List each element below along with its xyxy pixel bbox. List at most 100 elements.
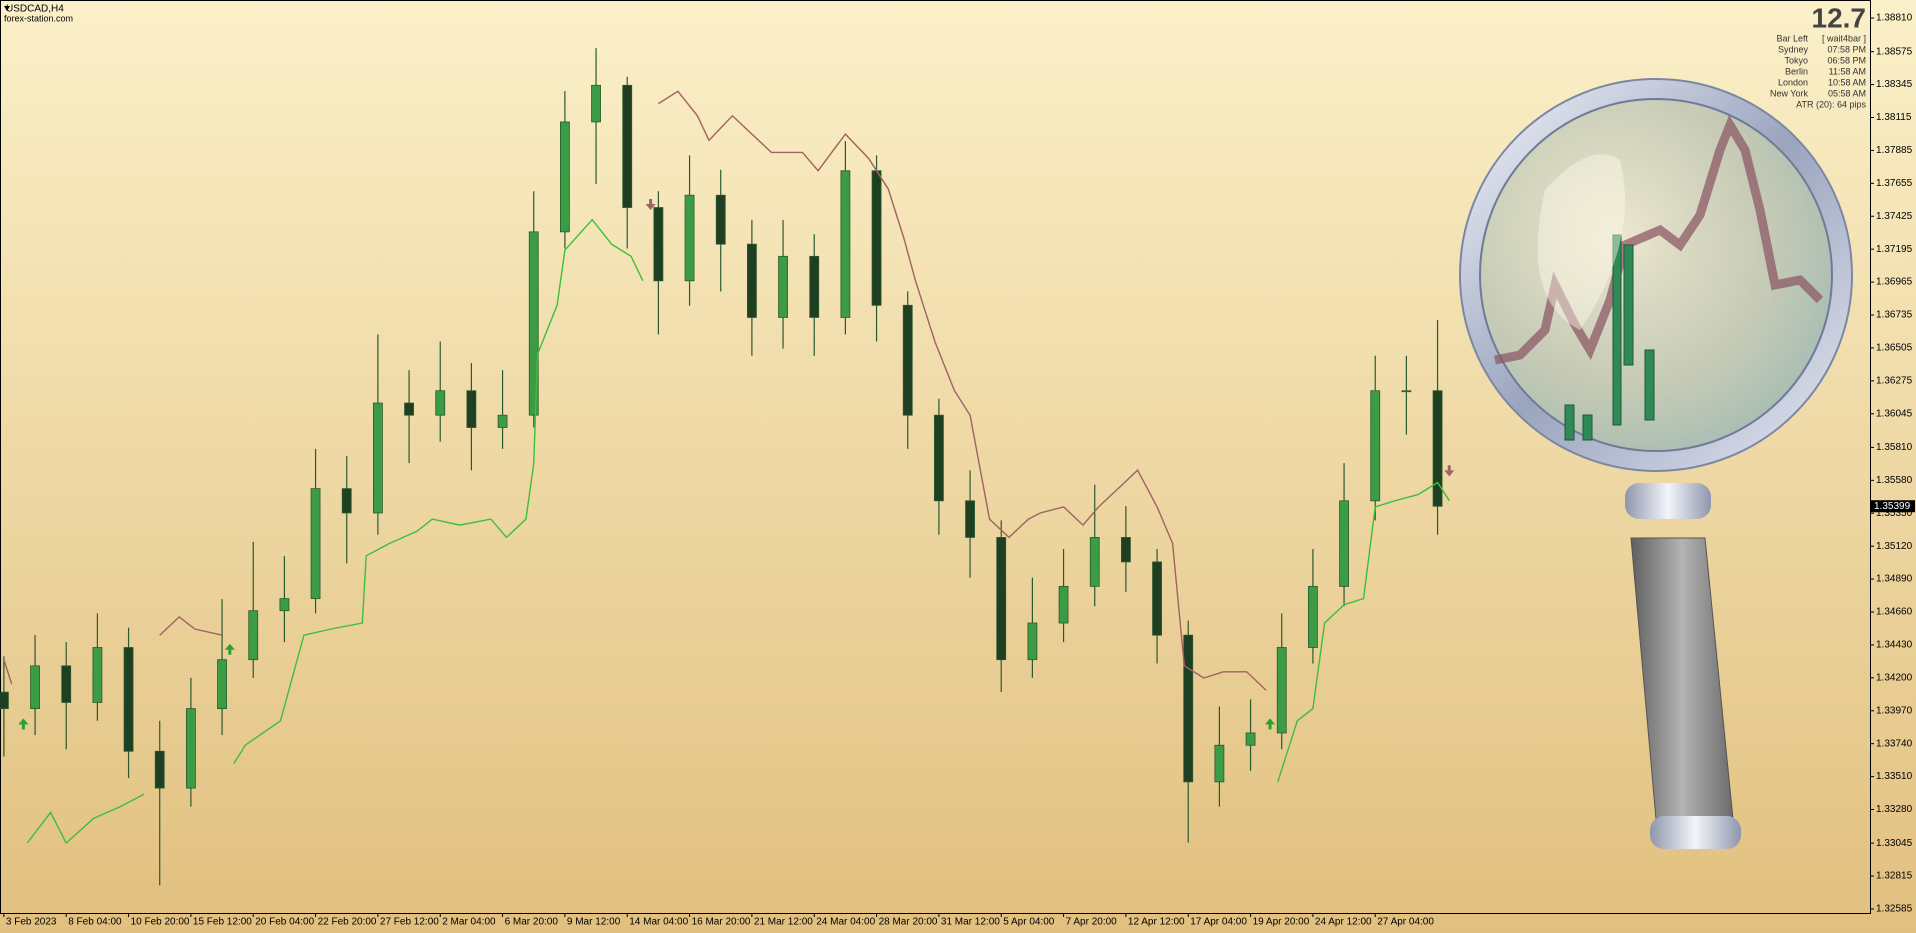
info-label: New York bbox=[1770, 88, 1809, 98]
y-tick-label: 1.36505 bbox=[1876, 343, 1913, 354]
chart-subtitle: forex-station.com bbox=[4, 13, 73, 23]
info-label: Berlin bbox=[1785, 66, 1808, 76]
info-atr: ATR (20): 64 pips bbox=[1796, 99, 1866, 109]
title-arrow bbox=[4, 6, 10, 11]
y-tick-label: 1.35350 bbox=[1876, 508, 1913, 519]
y-tick-label: 1.34890 bbox=[1876, 574, 1913, 585]
plot bbox=[0, 48, 1455, 886]
x-tick-label: 9 Mar 12:00 bbox=[567, 917, 621, 928]
candle-body bbox=[248, 610, 259, 661]
y-tick-label: 1.34660 bbox=[1876, 607, 1913, 618]
info-value: 10:58 AM bbox=[1828, 77, 1866, 87]
y-tick-label: 1.34430 bbox=[1876, 640, 1913, 651]
candle-body bbox=[0, 691, 9, 710]
x-tick-label: 19 Apr 20:00 bbox=[1253, 917, 1310, 928]
x-tick-label: 7 Apr 20:00 bbox=[1066, 917, 1118, 928]
x-tick-label: 8 Feb 04:00 bbox=[68, 917, 122, 928]
y-tick-label: 1.33045 bbox=[1876, 838, 1913, 849]
candle-body bbox=[840, 170, 851, 318]
info-value: 05:58 AM bbox=[1828, 88, 1866, 98]
y-tick-label: 1.37655 bbox=[1876, 178, 1913, 189]
y-tick-label: 1.36965 bbox=[1876, 277, 1913, 288]
candle-body bbox=[965, 500, 975, 538]
y-tick-label: 1.36735 bbox=[1876, 310, 1913, 321]
candle-body bbox=[559, 121, 570, 233]
candle-body bbox=[622, 84, 633, 208]
info-label: London bbox=[1778, 77, 1808, 87]
x-tick-label: 31 Mar 12:00 bbox=[941, 917, 1000, 928]
y-tick-label: 1.37425 bbox=[1876, 211, 1913, 222]
candle-body bbox=[372, 402, 383, 514]
candle-body bbox=[154, 750, 165, 789]
x-tick-label: 10 Feb 20:00 bbox=[131, 917, 190, 928]
candle-body bbox=[591, 84, 601, 123]
candle-body bbox=[1214, 744, 1225, 783]
candle-body bbox=[1120, 537, 1131, 563]
signal-arrow bbox=[1265, 718, 1276, 730]
info-value: 11:58 AM bbox=[1829, 66, 1866, 76]
x-tick-label: 22 Feb 20:00 bbox=[318, 917, 377, 928]
signal-arrow bbox=[1444, 465, 1455, 477]
x-tick-label: 21 Mar 12:00 bbox=[754, 917, 813, 928]
x-tick-label: 27 Feb 12:00 bbox=[380, 917, 439, 928]
candle-body bbox=[1432, 390, 1443, 507]
last-price-label: 1.35399 bbox=[1874, 501, 1911, 512]
candle-body bbox=[1339, 500, 1349, 587]
y-tick-label: 1.33280 bbox=[1876, 804, 1913, 815]
x-tick-label: 14 Mar 04:00 bbox=[629, 917, 688, 928]
last-price-box bbox=[1871, 500, 1915, 513]
x-tick-label: 12 Apr 12:00 bbox=[1128, 917, 1185, 928]
y-tick-label: 1.36275 bbox=[1876, 375, 1913, 386]
x-tick-label: 24 Apr 12:00 bbox=[1315, 917, 1372, 928]
x-tick-label: 20 Feb 04:00 bbox=[255, 917, 314, 928]
candle-body bbox=[809, 255, 820, 318]
y-tick-label: 1.33740 bbox=[1876, 738, 1913, 749]
info-label: Sydney bbox=[1778, 44, 1809, 54]
y-tick-label: 1.33510 bbox=[1876, 771, 1913, 782]
info-value: 06:58 PM bbox=[1827, 55, 1866, 65]
info-value: 07:58 PM bbox=[1827, 44, 1866, 54]
candle-body bbox=[1183, 634, 1194, 783]
candle-body bbox=[404, 402, 414, 416]
candle-body bbox=[30, 665, 40, 710]
candle-body bbox=[1276, 647, 1287, 734]
candle-body bbox=[778, 255, 788, 318]
y-tick-label: 1.37195 bbox=[1876, 244, 1913, 255]
candle-body bbox=[435, 390, 446, 416]
info-value: 12.7 bbox=[1812, 2, 1867, 33]
y-tick-label: 1.34200 bbox=[1876, 672, 1913, 683]
magnifier-zoom-line bbox=[1494, 114, 1824, 365]
indicator-line bbox=[26, 218, 1450, 845]
candle-body bbox=[1245, 732, 1256, 746]
candle-body bbox=[466, 390, 477, 428]
info-value: [ wait4bar ] bbox=[1822, 33, 1866, 43]
candle-body bbox=[715, 194, 726, 245]
y-tick-label: 1.38575 bbox=[1876, 46, 1913, 57]
candle-body bbox=[310, 488, 321, 599]
candle-body bbox=[996, 537, 1007, 661]
candle-body bbox=[1152, 561, 1162, 636]
candle-body bbox=[217, 659, 227, 710]
candle-body bbox=[1027, 622, 1038, 661]
x-tick-label: 16 Mar 20:00 bbox=[692, 917, 751, 928]
candle-body bbox=[902, 304, 913, 416]
candle-body bbox=[684, 194, 695, 282]
signal-arrow bbox=[645, 198, 656, 210]
y-tick-label: 1.35580 bbox=[1876, 475, 1913, 486]
axes: 1.38810 1.38575 1.38345 1.38115 1.37885 1.376… bbox=[3, 13, 1915, 928]
x-tick-label: 15 Feb 12:00 bbox=[193, 917, 252, 928]
candle-body bbox=[1370, 390, 1381, 502]
y-tick-label: 1.38115 bbox=[1876, 112, 1912, 123]
indicator-line bbox=[3, 90, 1267, 691]
magnifier-lens bbox=[1479, 98, 1833, 452]
x-tick-label: 27 Apr 04:00 bbox=[1377, 917, 1434, 928]
candle-body bbox=[746, 243, 757, 318]
candle-body bbox=[1089, 537, 1100, 587]
y-tick-label: 1.35810 bbox=[1876, 442, 1913, 453]
candle-body bbox=[871, 170, 882, 306]
magnifier-glare bbox=[1537, 154, 1625, 330]
y-tick-label: 1.32585 bbox=[1876, 904, 1913, 915]
x-tick-label: 2 Mar 04:00 bbox=[442, 917, 496, 928]
x-tick-label: 28 Mar 20:00 bbox=[879, 917, 938, 928]
